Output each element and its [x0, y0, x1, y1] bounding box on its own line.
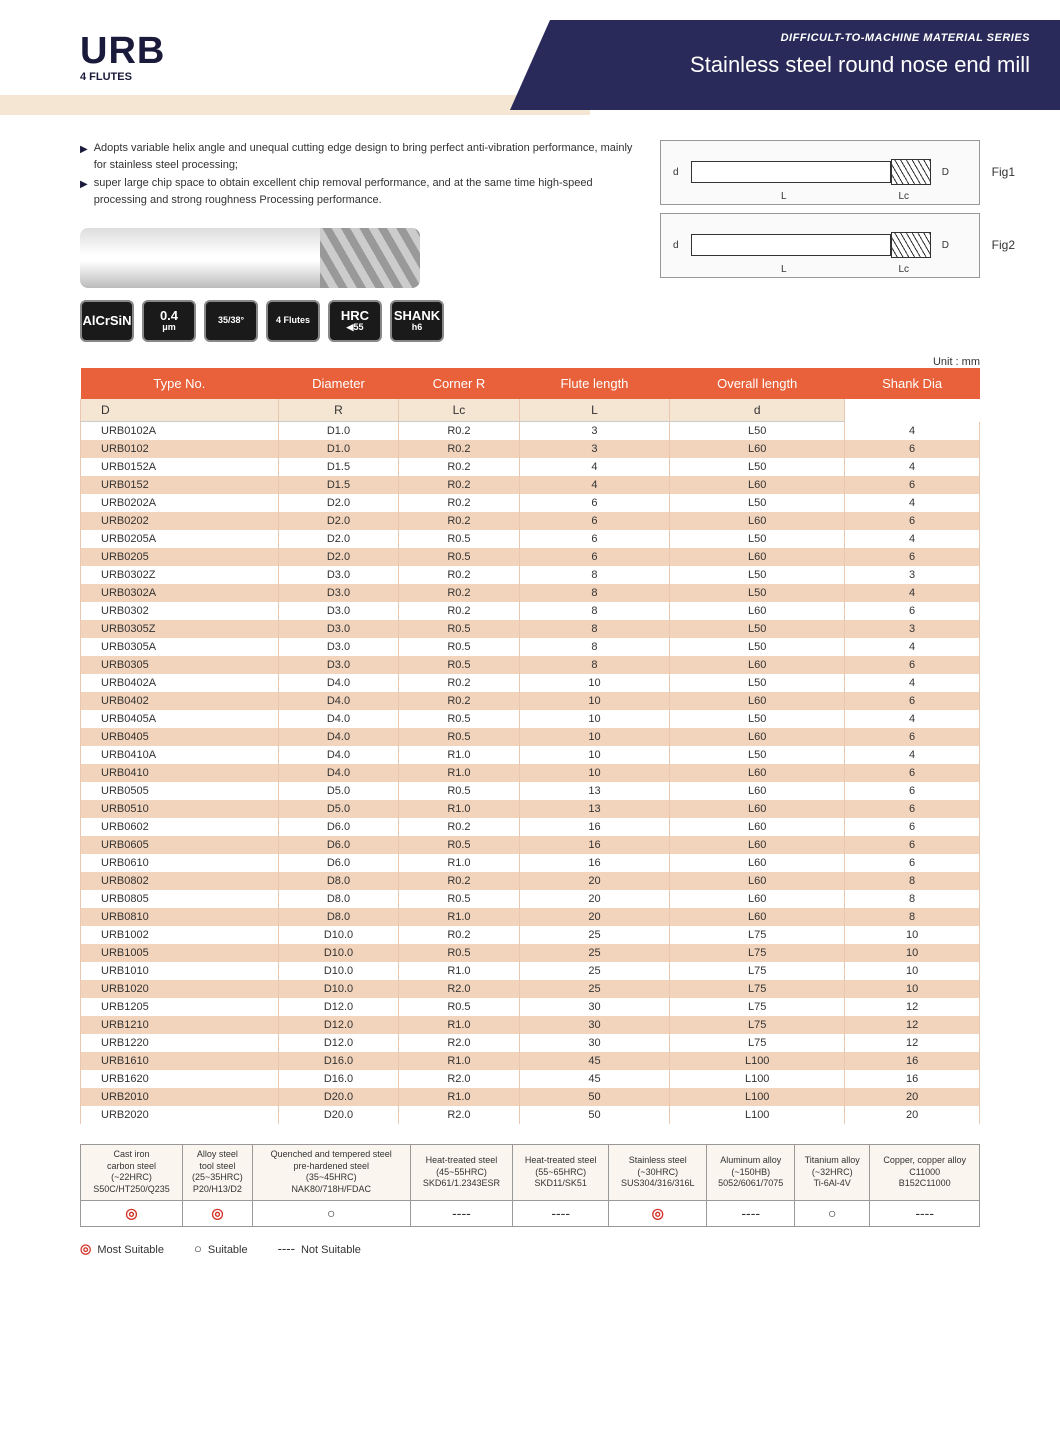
material-table: Cast ironcarbon steel(~22HRC)S50C/HT250/…: [80, 1144, 980, 1227]
table-row: URB0305AD3.0R0.58L504: [81, 638, 980, 656]
col-header: Type No.: [81, 368, 279, 399]
table-row: URB0402AD4.0R0.210L504: [81, 674, 980, 692]
legend-most: Most Suitable: [97, 1244, 164, 1256]
table-row: URB0302D3.0R0.28L606: [81, 602, 980, 620]
diagram-fig1: d D Lc L Fig1: [660, 140, 980, 205]
material-col: Alloy steeltool steel(25~35HRC)P20/H13/D…: [183, 1145, 253, 1201]
table-row: URB0102D1.0R0.23L606: [81, 440, 980, 458]
table-row: URB1210D12.0R1.030L7512: [81, 1016, 980, 1034]
table-row: URB0305ZD3.0R0.58L503: [81, 620, 980, 638]
table-row: URB0202D2.0R0.26L606: [81, 512, 980, 530]
suitability-symbol: ◎: [81, 1200, 183, 1226]
table-row: URB0802D8.0R0.220L608: [81, 872, 980, 890]
table-row: URB0405D4.0R0.510L606: [81, 728, 980, 746]
table-row: URB0305D3.0R0.58L606: [81, 656, 980, 674]
table-row: URB0402D4.0R0.210L606: [81, 692, 980, 710]
col-header: Corner R: [399, 368, 519, 399]
diagram-fig2: d D Lc L Fig2: [660, 213, 980, 278]
table-row: URB0302ZD3.0R0.28L503: [81, 566, 980, 584]
spec-badge: 35/38°: [204, 300, 258, 342]
material-col: Heat-treated steel(55~65HRC)SKD11/SK51: [513, 1145, 609, 1201]
table-row: URB0302AD3.0R0.28L504: [81, 584, 980, 602]
spec-badges: AlCrSiN0.4μm35/38°4 FlutesHRC◀55SHANKh6: [80, 300, 640, 342]
header-left: URB 4 FLUTES: [80, 30, 165, 83]
legend-not: Not Suitable: [301, 1244, 361, 1256]
table-row: URB1205D12.0R0.530L7512: [81, 998, 980, 1016]
tool-photo: [80, 228, 420, 288]
material-col: Cast ironcarbon steel(~22HRC)S50C/HT250/…: [81, 1145, 183, 1201]
table-row: URB0510D5.0R1.013L606: [81, 800, 980, 818]
table-row: URB1020D10.0R2.025L7510: [81, 980, 980, 998]
feature-bullets: ▶Adopts variable helix angle and unequal…: [80, 140, 640, 208]
bullet-1: Adopts variable helix angle and unequal …: [94, 140, 640, 173]
table-row: URB0610D6.0R1.016L606: [81, 854, 980, 872]
table-row: URB2010D20.0R1.050L10020: [81, 1088, 980, 1106]
table-row: URB0202AD2.0R0.26L504: [81, 494, 980, 512]
table-row: URB0810D8.0R1.020L608: [81, 908, 980, 926]
mid-section: ▶Adopts variable helix angle and unequal…: [0, 110, 1060, 352]
suitability-symbol: ----: [410, 1200, 513, 1226]
col-header: Overall length: [670, 368, 845, 399]
table-row: URB1005D10.0R0.525L7510: [81, 944, 980, 962]
col-header: Diameter: [278, 368, 398, 399]
table-row: URB0410AD4.0R1.010L504: [81, 746, 980, 764]
table-row: URB0805D8.0R0.520L608: [81, 890, 980, 908]
series-label: DIFFICULT-TO-MACHINE MATERIAL SERIES: [610, 32, 1030, 44]
table-row: URB0102AD1.0R0.23L504: [81, 422, 980, 441]
fig1-label: Fig1: [992, 165, 1015, 179]
spec-table: Type No.DiameterCorner RFlute lengthOver…: [80, 368, 980, 1124]
col-header: Flute length: [519, 368, 670, 399]
suitability-symbol: ◎: [609, 1200, 707, 1226]
table-row: URB0205AD2.0R0.56L504: [81, 530, 980, 548]
unit-label: Unit : mm: [0, 356, 1060, 368]
material-col: Heat-treated steel(45~55HRC)SKD61/1.2343…: [410, 1145, 513, 1201]
suitability-symbol: ----: [870, 1200, 980, 1226]
table-row: URB1010D10.0R1.025L7510: [81, 962, 980, 980]
spec-badge: AlCrSiN: [80, 300, 134, 342]
header-right: DIFFICULT-TO-MACHINE MATERIAL SERIES Sta…: [550, 20, 1060, 110]
material-col: Copper, copper alloyC11000B152C11000: [870, 1145, 980, 1201]
bullet-2: super large chip space to obtain excelle…: [94, 175, 640, 208]
table-row: URB1620D16.0R2.045L10016: [81, 1070, 980, 1088]
spec-badge: 0.4μm: [142, 300, 196, 342]
table-row: URB0410D4.0R1.010L606: [81, 764, 980, 782]
suitability-symbol: ○: [252, 1200, 410, 1226]
table-row: URB0152AD1.5R0.24L504: [81, 458, 980, 476]
table-row: URB0505D5.0R0.513L606: [81, 782, 980, 800]
table-row: URB1220D12.0R2.030L7512: [81, 1034, 980, 1052]
product-title: Stainless steel round nose end mill: [610, 52, 1030, 78]
table-row: URB0152D1.5R0.24L606: [81, 476, 980, 494]
table-row: URB0205D2.0R0.56L606: [81, 548, 980, 566]
legend-suit: Suitable: [208, 1244, 248, 1256]
material-col: Titanium alloy(~32HRC)Ti-6Al-4V: [795, 1145, 870, 1201]
spec-badge: SHANKh6: [390, 300, 444, 342]
material-col: Quenched and tempered steelpre-hardened …: [252, 1145, 410, 1201]
table-row: URB2020D20.0R2.050L10020: [81, 1106, 980, 1124]
suitability-symbol: ○: [795, 1200, 870, 1226]
spec-badge: HRC◀55: [328, 300, 382, 342]
table-row: URB0405AD4.0R0.510L504: [81, 710, 980, 728]
col-header: Shank Dia: [845, 368, 980, 399]
suitability-symbol: ----: [707, 1200, 795, 1226]
suitability-symbol: ----: [513, 1200, 609, 1226]
spec-badge: 4 Flutes: [266, 300, 320, 342]
product-code: URB: [80, 30, 165, 73]
material-col: Stainless steel(~30HRC)SUS304/316/316L: [609, 1145, 707, 1201]
table-row: URB0602D6.0R0.216L606: [81, 818, 980, 836]
legend: ◎Most Suitable ○Suitable ----Not Suitabl…: [0, 1237, 1060, 1287]
table-row: URB1610D16.0R1.045L10016: [81, 1052, 980, 1070]
material-col: Aluminum alloy(~150HB)5052/6061/7075: [707, 1145, 795, 1201]
suitability-symbol: ◎: [183, 1200, 253, 1226]
table-row: URB1002D10.0R0.225L7510: [81, 926, 980, 944]
table-row: URB0605D6.0R0.516L606: [81, 836, 980, 854]
fig2-label: Fig2: [992, 238, 1015, 252]
page-header: URB 4 FLUTES DIFFICULT-TO-MACHINE MATERI…: [0, 20, 1060, 110]
